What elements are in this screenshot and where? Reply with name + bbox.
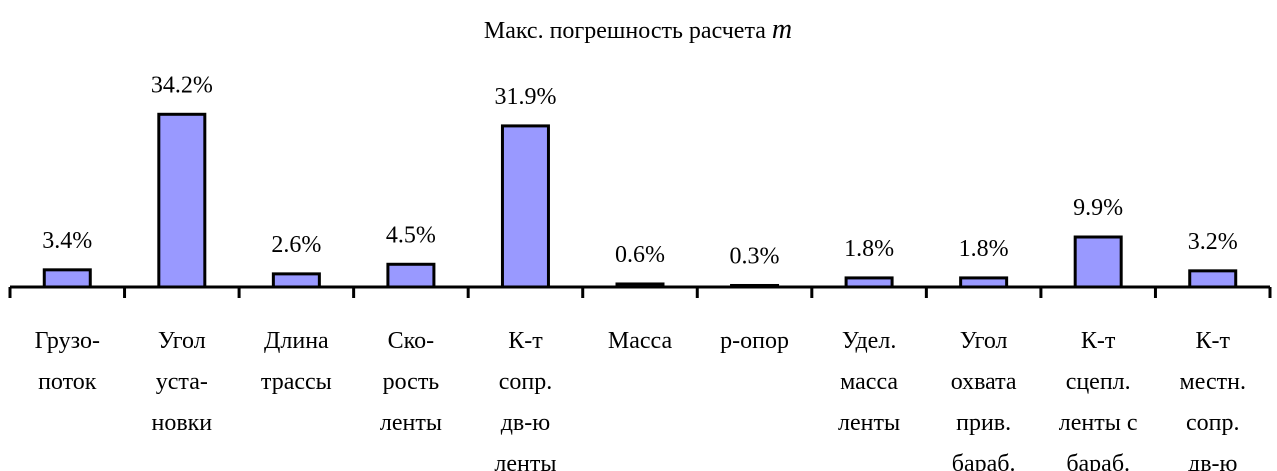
x-tick-label: Удел. [842, 328, 896, 354]
bar [500, 124, 550, 289]
chart-title: Макс. погрешность расчета m [484, 14, 792, 45]
x-tick-label: Длина [264, 328, 329, 354]
bar [844, 276, 894, 289]
bar [1188, 269, 1238, 289]
x-tick-label: К-т [1081, 328, 1116, 354]
bar [959, 276, 1009, 289]
x-tick-label: Угол [158, 328, 206, 354]
x-tick-label: бараб. [952, 451, 1016, 471]
x-tick-label: рость [383, 369, 440, 395]
bar [386, 262, 436, 289]
x-tick-label: К-т [508, 328, 543, 354]
x-tick-label: Угол [960, 328, 1008, 354]
data-label: 1.8% [959, 236, 1009, 262]
x-tick-label: р-опор [720, 328, 789, 354]
x-tick-label: местн. [1180, 369, 1246, 395]
bar [157, 112, 207, 289]
data-label: 34.2% [151, 72, 213, 98]
x-tick-label: поток [38, 369, 97, 395]
x-tick-label: бараб. [1066, 451, 1130, 471]
data-label: 0.3% [730, 243, 780, 269]
x-tick-label: трассы [261, 369, 332, 395]
bar [271, 272, 321, 289]
data-label: 0.6% [615, 242, 665, 268]
title-text: Макс. погрешность расчета [484, 18, 766, 44]
x-tick-label: сопр. [1186, 410, 1240, 436]
x-tick-label: охвата [951, 369, 1017, 395]
x-tick-label: ленты [494, 451, 556, 471]
title-variable: m [772, 14, 792, 45]
x-tick-label: уста- [156, 369, 208, 395]
x-tick-label: масса [840, 369, 898, 395]
x-tick-label: новки [151, 410, 212, 436]
data-label: 31.9% [494, 84, 556, 110]
x-tick-label: ленты [380, 410, 442, 436]
data-label: 4.5% [386, 222, 436, 248]
x-tick-label: Ско- [388, 328, 434, 354]
x-tick-label: сцепл. [1066, 369, 1131, 395]
x-tick-label: дв-ю [1188, 451, 1238, 471]
x-tick-label: ленты с [1059, 410, 1138, 436]
x-tick-label: ленты [838, 410, 900, 436]
bar [1073, 235, 1123, 289]
bar [730, 283, 780, 289]
data-label: 3.4% [42, 228, 92, 254]
x-tick-label: Грузо- [35, 328, 100, 354]
x-tick-label: сопр. [499, 369, 553, 395]
x-tick-label: К-т [1195, 328, 1230, 354]
data-label: 3.2% [1188, 229, 1238, 255]
bar [615, 282, 665, 289]
data-label: 1.8% [844, 236, 894, 262]
x-tick-label: прив. [956, 410, 1011, 436]
data-label: 9.9% [1073, 195, 1123, 221]
data-label: 2.6% [271, 232, 321, 258]
x-tick-label: дв-ю [501, 410, 551, 436]
x-tick-label: Масса [608, 328, 673, 354]
bar [42, 268, 92, 289]
